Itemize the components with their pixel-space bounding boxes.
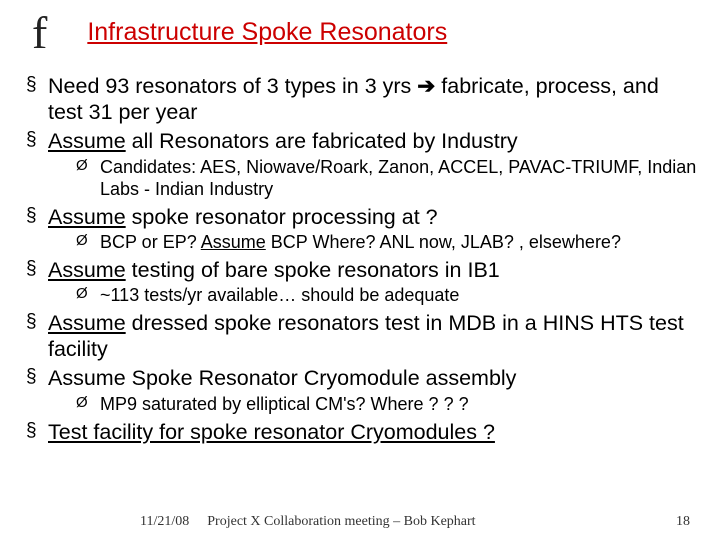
- sub-list: BCP or EP? Assume BCP Where? ANL now, JL…: [48, 232, 698, 254]
- slide-content: Need 93 resonators of 3 types in 3 yrs ➔…: [22, 59, 698, 445]
- sub-item: ~113 tests/yr available… should be adequ…: [48, 285, 698, 307]
- bullet-text: dressed spoke resonators test in MDB in …: [48, 311, 684, 361]
- sub-item: Candidates: AES, Niowave/Roark, Zanon, A…: [48, 157, 698, 201]
- underlined-text: Assume: [48, 258, 126, 282]
- footer-text: Project X Collaboration meeting – Bob Ke…: [207, 514, 475, 530]
- underlined-text: Assume: [48, 205, 126, 229]
- underlined-text: Test facility for spoke resonator Cryomo…: [48, 420, 495, 444]
- bullet-text: testing of bare spoke resonators in IB1: [126, 258, 500, 282]
- slide-footer: 11/21/08 Project X Collaboration meeting…: [0, 514, 720, 530]
- underlined-text: Assume: [48, 129, 126, 153]
- footer-date: 11/21/08: [140, 514, 189, 530]
- sub-list: MP9 saturated by elliptical CM's? Where …: [48, 394, 698, 416]
- bullet-list: Need 93 resonators of 3 types in 3 yrs ➔…: [22, 73, 698, 445]
- sub-text: BCP Where? ANL now, JLAB? , elsewhere?: [266, 232, 621, 252]
- bullet-item: Assume spoke resonator processing at ? B…: [22, 204, 698, 254]
- arrow-icon: ➔: [417, 74, 435, 98]
- bullet-text: Need 93 resonators of 3 types in 3 yrs: [48, 74, 417, 98]
- underlined-text: Assume: [48, 311, 126, 335]
- underlined-text: Assume: [201, 232, 266, 252]
- bullet-text: Assume Spoke Resonator Cryomodule assemb…: [48, 366, 516, 390]
- lab-logo: f: [22, 6, 47, 59]
- sub-list: Candidates: AES, Niowave/Roark, Zanon, A…: [48, 157, 698, 201]
- sub-text: BCP or EP?: [100, 232, 201, 252]
- bullet-text: spoke resonator processing at ?: [126, 205, 438, 229]
- sub-item: BCP or EP? Assume BCP Where? ANL now, JL…: [48, 232, 698, 254]
- bullet-item: Assume Spoke Resonator Cryomodule assemb…: [22, 365, 698, 415]
- sub-text: ~113 tests/yr available… should be adequ…: [100, 285, 459, 305]
- sub-text: Candidates: AES, Niowave/Roark, Zanon, A…: [100, 157, 696, 199]
- bullet-item: Test facility for spoke resonator Cryomo…: [22, 419, 698, 445]
- slide-header: f Infrastructure Spoke Resonators: [22, 0, 698, 59]
- bullet-text: all Resonators are fabricated by Industr…: [126, 129, 518, 153]
- sub-list: ~113 tests/yr available… should be adequ…: [48, 285, 698, 307]
- slide-title: Infrastructure Spoke Resonators: [87, 18, 447, 47]
- bullet-item: Assume testing of bare spoke resonators …: [22, 257, 698, 307]
- bullet-item: Assume dressed spoke resonators test in …: [22, 310, 698, 362]
- bullet-item: Assume all Resonators are fabricated by …: [22, 128, 698, 200]
- sub-item: MP9 saturated by elliptical CM's? Where …: [48, 394, 698, 416]
- sub-text: MP9 saturated by elliptical CM's? Where …: [100, 394, 469, 414]
- bullet-item: Need 93 resonators of 3 types in 3 yrs ➔…: [22, 73, 698, 125]
- slide: f Infrastructure Spoke Resonators Need 9…: [0, 0, 720, 540]
- page-number: 18: [676, 514, 690, 530]
